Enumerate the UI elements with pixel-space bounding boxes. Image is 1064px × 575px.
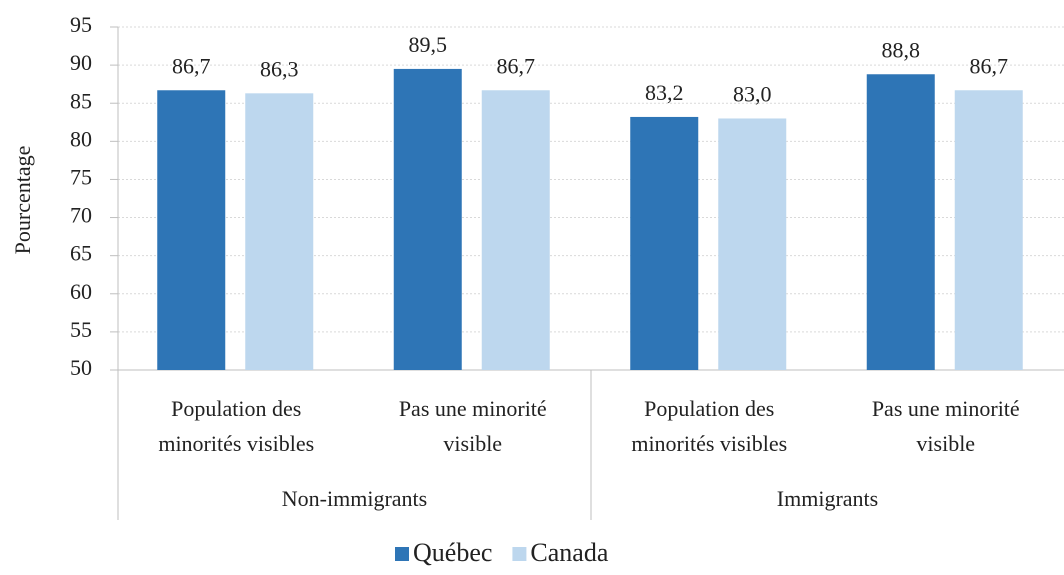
y-tick-label: 90 (70, 50, 92, 75)
data-label: 89,5 (409, 32, 448, 57)
legend-swatch (512, 547, 527, 561)
x-tick-label: visible (916, 431, 975, 456)
bar (866, 74, 935, 370)
data-label: 86,7 (497, 53, 536, 78)
legend-label: Québec (413, 538, 492, 567)
y-tick-label: 55 (70, 317, 92, 342)
bar (481, 90, 550, 371)
x-tick-label: visible (443, 431, 502, 456)
x-tick-label: Population des (644, 396, 774, 421)
data-label: 86,7 (172, 53, 211, 78)
x-tick-label: minorités visibles (158, 431, 314, 456)
x-tick-label: Pas une minorité (399, 396, 547, 421)
bar (245, 93, 314, 371)
y-tick-label: 65 (70, 241, 92, 266)
data-label: 88,8 (882, 37, 921, 62)
y-tick-label: 70 (70, 203, 92, 228)
bar (630, 116, 699, 370)
y-tick-label: 95 (70, 12, 92, 37)
x-tick-label: Population des (171, 396, 301, 421)
legend-swatch (395, 547, 409, 561)
y-tick-label: 85 (70, 88, 92, 113)
y-tick-label: 80 (70, 126, 92, 151)
x-tick-label: minorités visibles (631, 431, 787, 456)
y-tick-label: 60 (70, 279, 92, 304)
y-tick-label: 75 (70, 164, 92, 189)
data-label: 86,7 (970, 53, 1009, 78)
bar (393, 68, 462, 370)
y-axis-label: Pourcentage (10, 146, 35, 255)
group-label: Immigrants (777, 486, 878, 511)
bar (954, 90, 1023, 371)
group-label: Non-immigrants (282, 486, 427, 511)
data-label: 86,3 (260, 56, 299, 81)
y-tick-label: 50 (70, 355, 92, 380)
data-label: 83,2 (645, 80, 684, 105)
x-tick-label: Pas une minorité (872, 396, 1020, 421)
bar (718, 118, 787, 370)
data-label: 83,0 (733, 82, 772, 107)
legend-label: Canada (530, 538, 608, 567)
bar (157, 90, 226, 371)
